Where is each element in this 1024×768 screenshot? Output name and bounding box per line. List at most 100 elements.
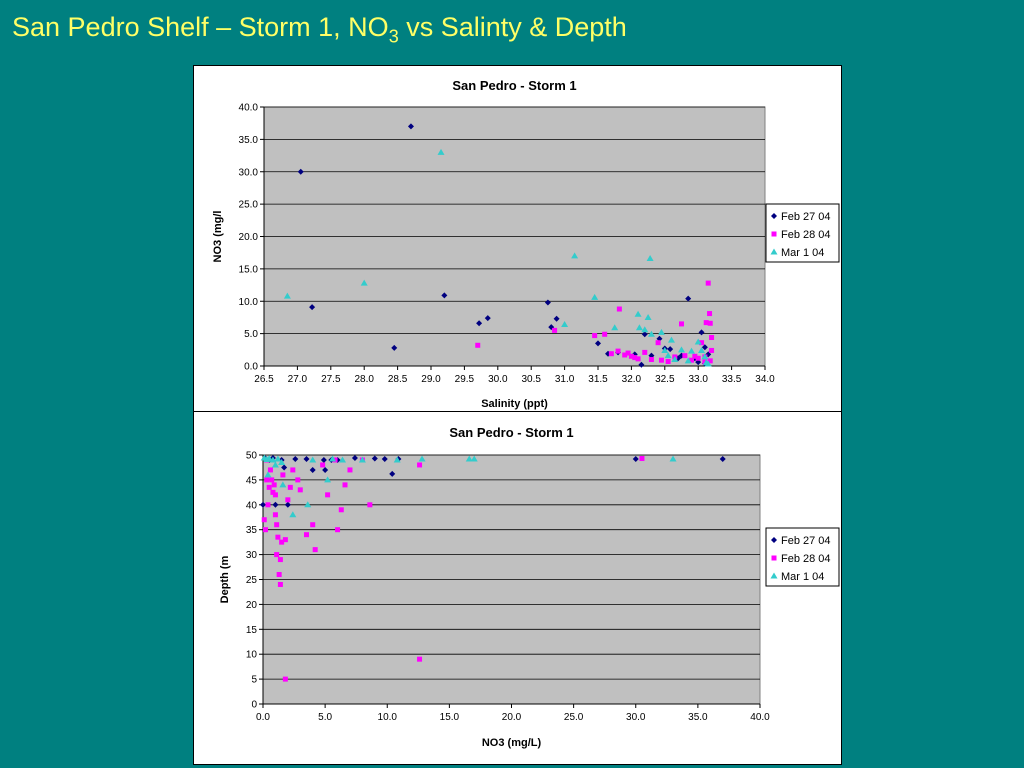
data-point bbox=[608, 351, 614, 357]
x-tick-label: 33.0 bbox=[688, 374, 708, 385]
data-point bbox=[418, 455, 426, 462]
data-point bbox=[689, 357, 695, 363]
data-point bbox=[276, 572, 282, 578]
data-point bbox=[685, 295, 692, 302]
y-tick-label: 0 bbox=[251, 700, 257, 711]
data-point bbox=[632, 355, 638, 361]
y-tick-label: 10 bbox=[246, 650, 258, 661]
x-tick-label: 15.0 bbox=[440, 712, 460, 723]
x-tick-label: 28.5 bbox=[388, 374, 408, 385]
data-point bbox=[329, 455, 337, 462]
data-point bbox=[282, 537, 288, 543]
data-point bbox=[682, 353, 688, 359]
x-tick-label: 29.5 bbox=[455, 374, 475, 385]
data-point bbox=[312, 547, 318, 553]
data-point bbox=[658, 357, 664, 363]
y-tick-label: 30.0 bbox=[239, 167, 259, 178]
data-point bbox=[295, 477, 301, 483]
x-tick-label: 32.5 bbox=[655, 374, 675, 385]
data-point bbox=[665, 358, 671, 364]
data-point bbox=[417, 462, 423, 468]
data-point bbox=[705, 280, 711, 286]
data-point bbox=[289, 511, 297, 518]
legend-label: Mar 1 04 bbox=[781, 247, 824, 259]
data-point bbox=[266, 484, 272, 490]
x-tick-label: 30.0 bbox=[626, 712, 646, 723]
data-point bbox=[264, 471, 272, 478]
salinity-chart: 0.0 5.0 10.0 15.0 20.0 25.0 30.0 35.0 40.0 26.5 27… bbox=[212, 78, 840, 410]
data-point bbox=[338, 507, 344, 513]
data-point bbox=[657, 328, 665, 335]
data-point bbox=[635, 324, 643, 331]
data-point bbox=[684, 357, 692, 364]
data-point bbox=[616, 306, 622, 312]
data-point bbox=[274, 522, 280, 528]
legend-box bbox=[765, 527, 840, 587]
x-axis-label: Salinity (ppt) bbox=[481, 398, 548, 410]
x-tick-label: 10.0 bbox=[378, 712, 398, 723]
legend-label: Feb 28 04 bbox=[781, 229, 831, 241]
y-tick-label: 40 bbox=[246, 500, 258, 511]
chart-title: San Pedro - Storm 1 bbox=[449, 425, 573, 440]
data-point bbox=[644, 313, 652, 320]
y-tick-label: 40.0 bbox=[239, 103, 259, 114]
legend-marker bbox=[770, 572, 778, 579]
data-point bbox=[701, 353, 709, 360]
data-point bbox=[267, 467, 273, 473]
data-point bbox=[595, 340, 601, 347]
x-tick-label: 30.0 bbox=[488, 374, 508, 385]
data-point bbox=[279, 539, 285, 545]
depth-chart: 0 5 10 15 20 25 30 35 40 45 50 0.0 5.0 10.0 15.0 20.0 25… bbox=[219, 425, 840, 749]
data-point bbox=[325, 492, 331, 498]
data-point bbox=[283, 292, 291, 299]
data-point bbox=[277, 581, 283, 587]
data-point bbox=[701, 344, 708, 351]
data-point bbox=[274, 552, 280, 558]
salinity-chart-panel: 0.0 5.0 10.0 15.0 20.0 25.0 30.0 35.0 40.0 26.5 27… bbox=[193, 65, 842, 413]
data-point bbox=[634, 310, 642, 317]
data-point bbox=[265, 502, 271, 508]
legend-label: Feb 28 04 bbox=[781, 553, 831, 565]
title-main: San Pedro Shelf – Storm 1, NO bbox=[12, 12, 389, 42]
data-point bbox=[264, 477, 270, 483]
data-point bbox=[571, 252, 579, 259]
data-point bbox=[407, 123, 414, 130]
x-tick-label: 29.0 bbox=[421, 374, 441, 385]
data-point bbox=[278, 458, 286, 465]
data-point bbox=[698, 346, 706, 353]
data-point bbox=[360, 279, 368, 286]
data-point bbox=[441, 292, 448, 299]
data-point bbox=[625, 350, 631, 356]
y-tick-label: 35 bbox=[246, 525, 258, 536]
data-point bbox=[309, 456, 317, 463]
data-point bbox=[371, 455, 378, 462]
data-point bbox=[279, 481, 287, 488]
data-point bbox=[664, 352, 672, 359]
data-point bbox=[638, 361, 645, 368]
data-point bbox=[591, 293, 599, 300]
data-point bbox=[285, 497, 291, 503]
data-point bbox=[484, 315, 491, 322]
legend: Feb 27 04 Feb 28 04 Mar 1 04 bbox=[765, 203, 840, 263]
data-point bbox=[280, 472, 286, 478]
data-point bbox=[322, 466, 329, 473]
x-tick-label: 31.0 bbox=[555, 374, 575, 385]
x-tick-label: 25.0 bbox=[564, 712, 584, 723]
y-tick-label: 0.0 bbox=[244, 362, 258, 373]
x-tick-label: 5.0 bbox=[318, 712, 332, 723]
data-point bbox=[661, 346, 669, 353]
data-point bbox=[667, 336, 675, 343]
y-axis-label: Depth (m bbox=[219, 555, 231, 603]
title-tail: vs Salinty & Depth bbox=[398, 12, 627, 42]
data-point bbox=[391, 344, 398, 351]
x-tick-label: 20.0 bbox=[502, 712, 522, 723]
y-tick-label: 20 bbox=[246, 600, 258, 611]
data-point bbox=[641, 331, 648, 338]
data-point bbox=[284, 501, 291, 508]
data-point bbox=[692, 353, 698, 359]
data-point bbox=[261, 517, 267, 523]
data-point bbox=[632, 455, 639, 462]
data-point bbox=[544, 299, 551, 306]
depth-chart-panel: 0 5 10 15 20 25 30 35 40 45 50 0.0 5.0 10.0 15.0 20.0 25… bbox=[193, 411, 842, 765]
data-point bbox=[611, 324, 619, 331]
